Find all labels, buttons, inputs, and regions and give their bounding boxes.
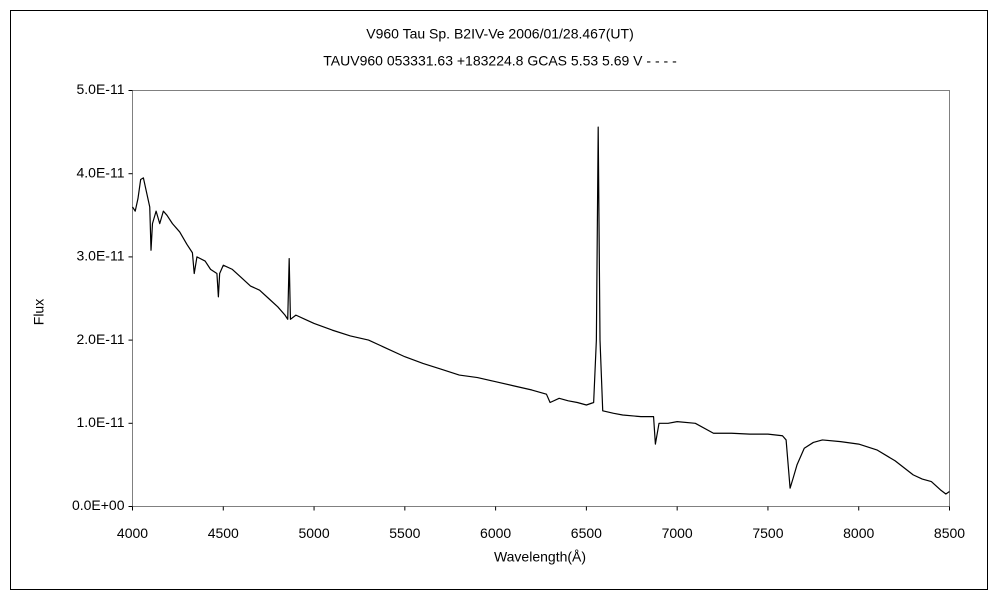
- x-tick-label: 8000: [843, 525, 874, 541]
- x-tick-label: 4000: [117, 525, 148, 541]
- x-axis-label: Wavelength(Å): [494, 549, 586, 565]
- chart-title: V960 Tau Sp. B2IV-Ve 2006/01/28.467(UT): [366, 26, 633, 42]
- x-tick-label: 6000: [480, 525, 511, 541]
- spectrum-line: [131, 126, 950, 495]
- x-tick-label: 4500: [208, 525, 239, 541]
- y-tick-label: 4.0E-11: [77, 164, 125, 180]
- x-tick-label: 5000: [298, 525, 329, 541]
- y-axis-label: Flux: [31, 299, 47, 325]
- y-tick-label: 3.0E-11: [77, 248, 125, 264]
- y-tick-label: 0.0E+00: [72, 497, 125, 513]
- x-tick-label: 5500: [389, 525, 420, 541]
- x-tick-label: 6500: [571, 525, 602, 541]
- plot-frame: [132, 90, 950, 507]
- chart-subtitle: TAUV960 053331.63 +183224.8 GCAS 5.53 5.…: [323, 53, 677, 69]
- y-tick-label: 2.0E-11: [77, 331, 125, 347]
- y-tick-label: 5.0E-11: [77, 81, 125, 97]
- x-tick-label: 7500: [752, 525, 783, 541]
- x-tick-label: 7000: [662, 525, 693, 541]
- x-tick-label: 8500: [934, 525, 965, 541]
- y-tick-label: 1.0E-11: [77, 414, 125, 430]
